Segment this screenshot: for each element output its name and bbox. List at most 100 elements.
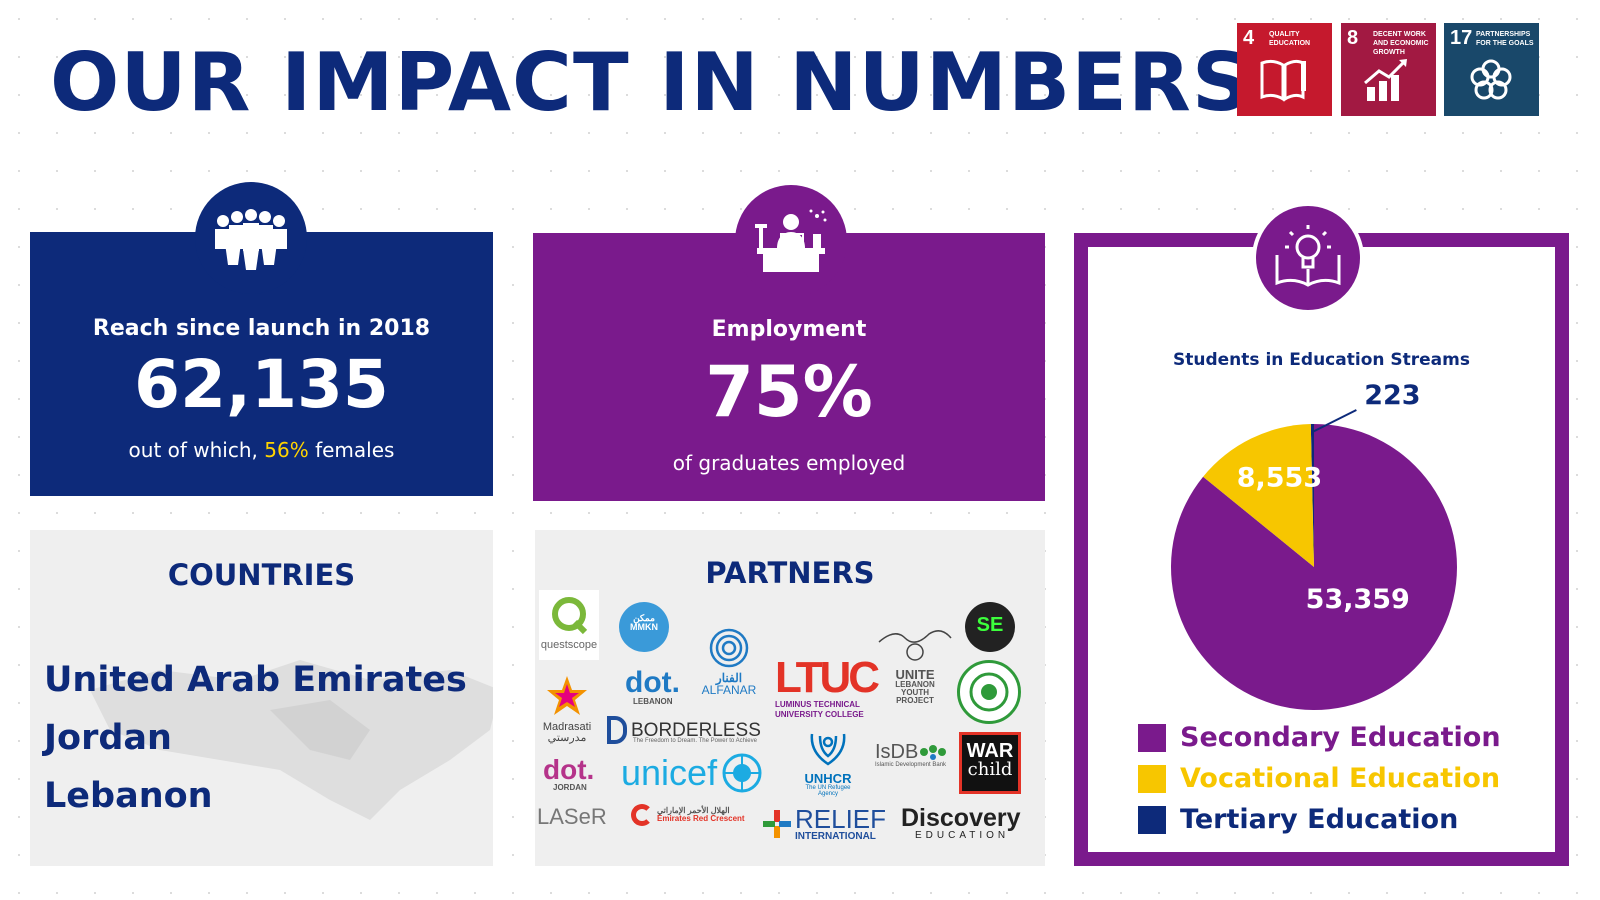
legend-swatch bbox=[1138, 764, 1166, 793]
emirates-red-crescent-logo: الهلال الأحمر الإماراتي Emirates Red Cre… bbox=[631, 804, 761, 826]
alfanar-arabic-text: الفنار bbox=[715, 671, 743, 685]
mmkn-text: MMKN bbox=[630, 622, 658, 632]
country-item: United Arab Emirates bbox=[44, 660, 467, 700]
lightbulb-book-icon bbox=[1252, 202, 1364, 314]
female-percentage: 56% bbox=[264, 438, 309, 462]
pie-slice-tertiary-education bbox=[1310, 424, 1314, 567]
partners-title: PARTNERS bbox=[705, 556, 875, 590]
discovery-text: Discovery bbox=[901, 804, 1021, 832]
dot-lebanon-text: dot. bbox=[625, 666, 680, 699]
dot-jordan-text: dot. bbox=[543, 754, 595, 785]
isdb-sub: Islamic Development Bank bbox=[875, 762, 947, 768]
discovery-education-logo: Discovery EDUCATION bbox=[901, 806, 1041, 841]
reach-label: Reach since launch in 2018 bbox=[92, 316, 431, 341]
alfanar-swirl-icon bbox=[709, 628, 749, 668]
education-pie-chart: 53,359 8,553 223 bbox=[1171, 380, 1457, 710]
country-item: Lebanon bbox=[44, 776, 213, 816]
madrasati-logo: Madrasati مدرستي bbox=[537, 674, 597, 744]
sdg-goal-17-tile: 17 PARTNERSHIPS FOR THE GOALS bbox=[1444, 23, 1539, 116]
relief-sub: INTERNATIONAL bbox=[795, 831, 876, 842]
leader-line-tertiary bbox=[1311, 409, 1357, 433]
page-title: OUR IMPACT IN NUMBERS bbox=[50, 36, 1252, 129]
madrasati-arabic-text: مدرستي bbox=[547, 732, 587, 744]
green-seal-icon bbox=[969, 672, 1009, 712]
sdg-number: 17 bbox=[1450, 27, 1473, 49]
relief-text: RELIEF bbox=[795, 804, 887, 834]
reach-sub-suffix: females bbox=[308, 438, 395, 462]
unicef-globe-icon bbox=[722, 753, 762, 793]
unicef-logo: unicef bbox=[621, 752, 763, 794]
se-logo: SE bbox=[965, 602, 1015, 652]
questscope-text: questscope bbox=[540, 639, 598, 651]
growth-chart-icon bbox=[1364, 59, 1407, 101]
sdg-number: 4 bbox=[1243, 27, 1255, 49]
unite-sub: LEBANON YOUTH PROJECT bbox=[895, 680, 935, 705]
unhcr-hands-icon bbox=[810, 733, 846, 766]
book-icon bbox=[1260, 59, 1306, 102]
war-child-text-1: WAR bbox=[966, 740, 1014, 762]
war-child-logo: WAR child bbox=[959, 732, 1021, 794]
laser-logo: LASeR bbox=[537, 806, 607, 828]
countries-title: COUNTRIES bbox=[167, 558, 356, 592]
country-item: Jordan bbox=[44, 718, 172, 758]
dot-lebanon-sub: LEBANON bbox=[633, 697, 673, 706]
legend-swatch bbox=[1138, 723, 1166, 752]
legend-label: Vocational Education bbox=[1180, 763, 1501, 794]
laser-text: LASeR bbox=[537, 804, 607, 829]
borderless-sub: The Freedom to Dream. The Power to Achie… bbox=[633, 738, 757, 744]
legend-label: Tertiary Education bbox=[1180, 804, 1459, 835]
people-group-icon bbox=[195, 182, 307, 294]
questscope-logo: questscope bbox=[539, 590, 599, 660]
questscope-mark-icon bbox=[552, 597, 588, 635]
green-seal-logo bbox=[957, 660, 1021, 724]
relief-star-icon bbox=[763, 810, 791, 838]
se-text: SE bbox=[976, 614, 1004, 636]
countries-panel: COUNTRIES United Arab Emirates Jordan Le… bbox=[30, 530, 493, 866]
unite-text: UNITE bbox=[895, 667, 935, 682]
discovery-sub: EDUCATION bbox=[915, 830, 1010, 841]
madrasati-text: Madrasati bbox=[542, 721, 592, 733]
red-crescent-icon bbox=[631, 804, 653, 826]
legend-swatch bbox=[1138, 805, 1166, 834]
partners-panel: PARTNERS questscope ممكن MMKN dot. LEBAN… bbox=[535, 530, 1045, 866]
sdg-goal-4-tile: 4 QUALITY EDUCATION bbox=[1237, 23, 1332, 116]
mmkn-logo: ممكن MMKN bbox=[619, 602, 669, 652]
sdg-label: QUALITY EDUCATION bbox=[1269, 31, 1311, 47]
alfanar-text: ALFANAR bbox=[701, 683, 757, 697]
unhcr-sub: The UN Refugee Agency bbox=[805, 785, 851, 797]
unite-bird-icon bbox=[878, 630, 952, 661]
dot-jordan-sub: JORDAN bbox=[553, 783, 587, 792]
legend-item: Vocational Education bbox=[1138, 763, 1500, 794]
red-crescent-arabic-text: الهلال الأحمر الإماراتي bbox=[657, 806, 730, 815]
unhcr-logo: UNHCR The UN Refugee Agency bbox=[795, 728, 861, 797]
desk-worker-icon bbox=[735, 185, 847, 297]
unicef-text: unicef bbox=[621, 752, 718, 793]
unite-logo: UNITE LEBANON YOUTH PROJECT bbox=[875, 624, 955, 705]
pie-slice-vocational-education bbox=[1203, 424, 1314, 567]
borderless-logo: BORDERLESS The Freedom to Dream. The Pow… bbox=[607, 716, 767, 744]
employment-value: 75% bbox=[705, 351, 873, 433]
legend-label: Secondary Education bbox=[1180, 722, 1501, 753]
war-child-text-2: child bbox=[967, 759, 1013, 780]
ltuc-logo: LTUC LUMINUS TECHNICAL UNIVERSITY COLLEG… bbox=[775, 653, 880, 720]
reach-subtext: out of which, 56% females bbox=[30, 438, 493, 462]
relief-international-logo: RELIEF INTERNATIONAL bbox=[761, 806, 901, 842]
partnership-flower-icon bbox=[1470, 59, 1512, 100]
sdg-number: 8 bbox=[1347, 27, 1359, 49]
legend-item: Secondary Education bbox=[1138, 722, 1501, 753]
ltuc-text: LTUC bbox=[775, 653, 880, 702]
dot-jordan-logo: dot. JORDAN bbox=[543, 756, 594, 792]
reach-sub-prefix: out of which, bbox=[128, 438, 265, 462]
education-streams-card: Students in Education Streams 53,359 8,55… bbox=[1074, 233, 1569, 866]
ltuc-sub: LUMINUS TECHNICAL UNIVERSITY COLLEGE bbox=[775, 700, 864, 719]
employment-label: Employment bbox=[711, 317, 867, 342]
madrasati-star-icon bbox=[547, 676, 587, 715]
data-label-vocational: 8,553 bbox=[1237, 462, 1322, 493]
unhcr-text: UNHCR bbox=[804, 771, 852, 786]
employment-subtext: of graduates employed bbox=[672, 451, 906, 475]
sdg-goal-8-tile: 8 DECENT WORK AND ECONOMIC GROWTH bbox=[1341, 23, 1436, 116]
isdb-logo: IsDB Islamic Development Bank bbox=[875, 742, 955, 768]
chart-title: Students in Education Streams bbox=[1173, 350, 1470, 370]
mmkn-arabic-text: ممكن bbox=[633, 613, 655, 623]
sdg-label: PARTNERSHIPS FOR THE GOALS bbox=[1476, 31, 1534, 47]
